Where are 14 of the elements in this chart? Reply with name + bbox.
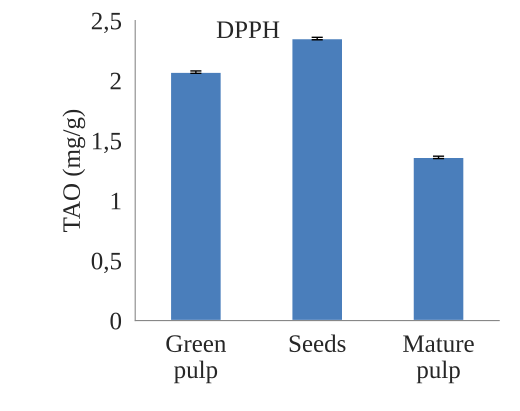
y-tick-label: 1 xyxy=(112,192,121,210)
x-tick-label: Mature pulp xyxy=(403,335,474,384)
bar xyxy=(291,38,344,321)
y-tick-label: 2 xyxy=(110,72,121,90)
x-tick-label: Seeds xyxy=(290,334,346,352)
y-tick-label: 1,5 xyxy=(92,132,122,154)
x-tick-label: Green pulp xyxy=(166,335,226,384)
y-tick-label: 0,5 xyxy=(92,252,122,274)
bar xyxy=(412,156,465,321)
chart-title: DPPH xyxy=(216,22,280,38)
y-axis-title: TAO (mg/g) xyxy=(62,110,86,232)
y-tick-label: 2,5 xyxy=(92,12,122,34)
y-tick-label: 0 xyxy=(110,312,122,330)
bar xyxy=(170,71,222,321)
